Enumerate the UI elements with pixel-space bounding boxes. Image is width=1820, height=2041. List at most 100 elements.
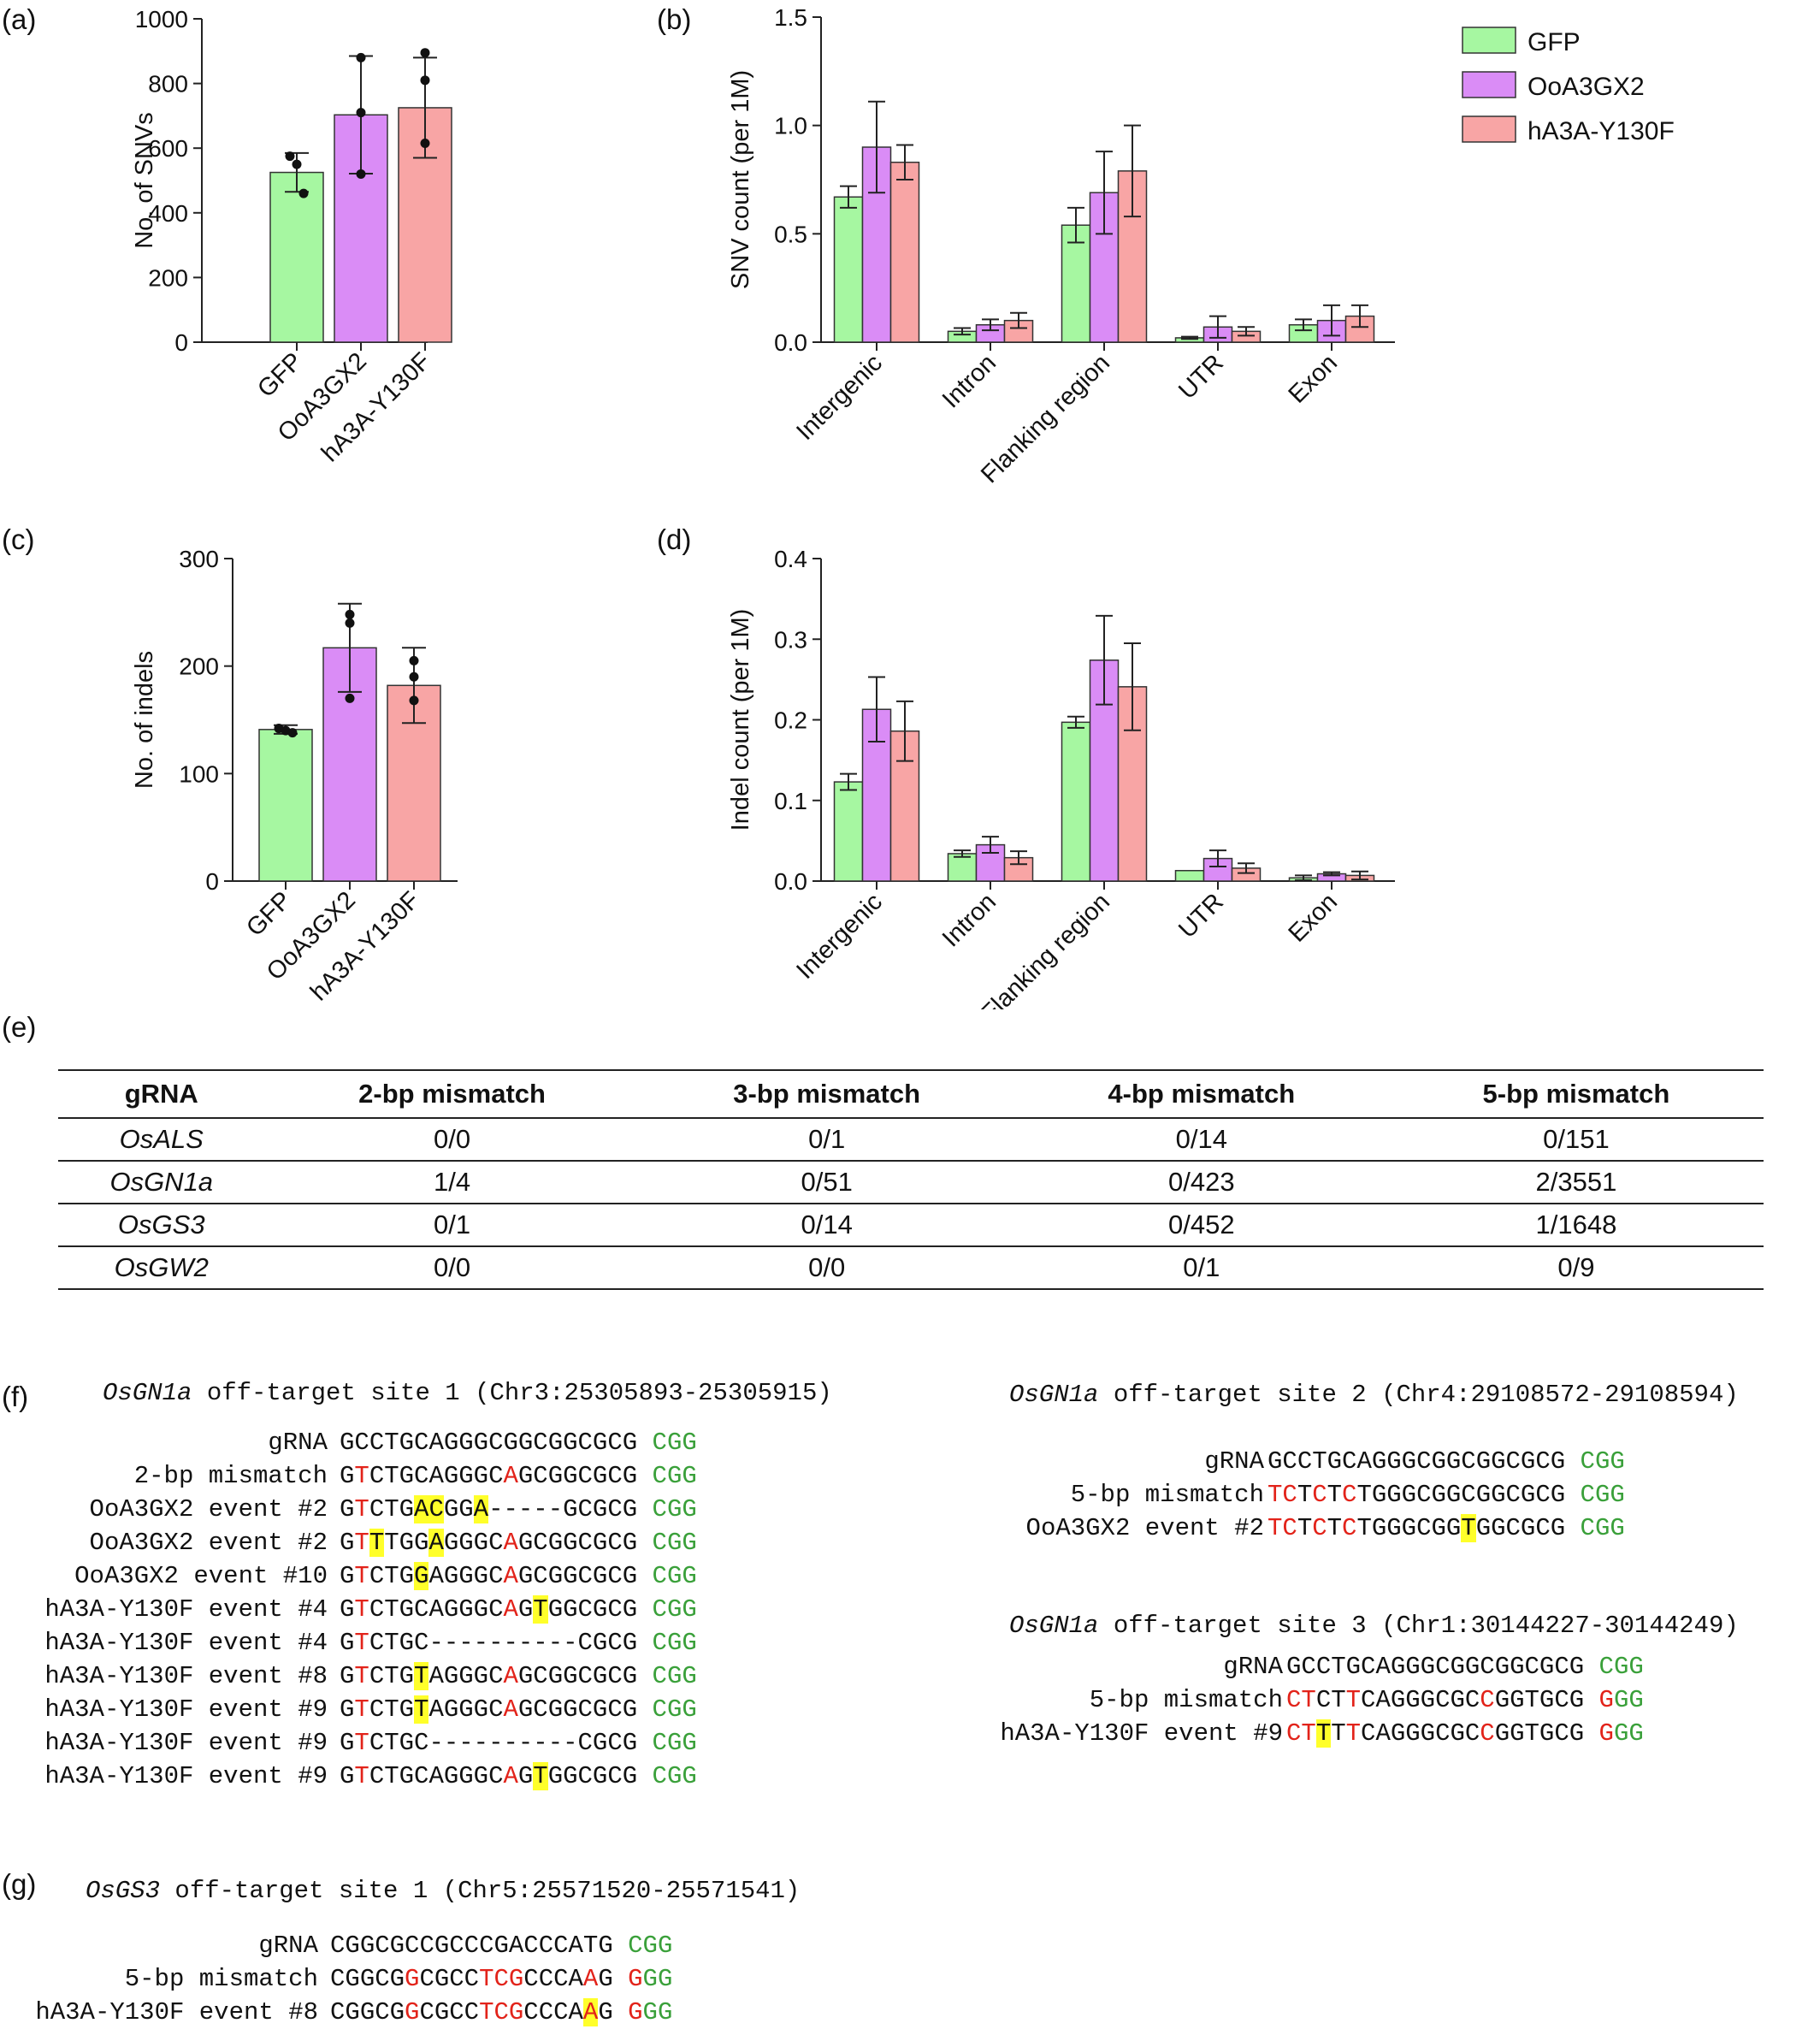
sequence: CGGCGGCGCCTCGCCCAAG GGG xyxy=(330,1965,673,1993)
pam-sequence: CGG xyxy=(1580,1514,1625,1542)
alignment-row-label: hA3A-Y130F event #9 xyxy=(44,1695,328,1724)
table-cell: OsGN1a xyxy=(58,1161,265,1204)
sequence: GTCTGCAGGGCAGCGGCGCG CGG xyxy=(340,1462,697,1490)
data-point xyxy=(420,75,430,86)
x-tick-label: Intergenic xyxy=(791,888,888,985)
gene-name: OsGN1a xyxy=(1009,1381,1099,1409)
sequence: CGGCGGCGCCTCGCCCAAG GGG xyxy=(330,1998,673,2026)
pam-sequence: CGG xyxy=(1580,1447,1625,1476)
pam-sequence: CGG xyxy=(652,1562,697,1590)
alignment-row: hA3A-Y130F event #9 GTCTGC----------CGCG … xyxy=(0,1726,697,1760)
panel-label-g: (g) xyxy=(2,1868,37,1900)
table-row: OsGN1a 1/4 0/51 0/423 2/3551 xyxy=(58,1161,1764,1204)
gene-name: OsGN1a xyxy=(1009,1612,1099,1640)
table-cell: 0/0 xyxy=(264,1246,640,1290)
legend-label: GFP xyxy=(1528,28,1581,56)
x-tick-label: UTR xyxy=(1173,349,1229,405)
table-row: OsGS3 0/1 0/14 0/452 1/1648 xyxy=(58,1204,1764,1247)
alignment-row: hA3A-Y130F event #9 CTTTTCAGGGCGCCGGTGCG … xyxy=(924,1717,1644,1750)
alignment-row: gRNA GCCTGCAGGGCGGCGGCGCG CGG xyxy=(924,1650,1643,1683)
y-tick-label: 1.0 xyxy=(774,113,807,139)
alignment-row-label: hA3A-Y130F event #9 xyxy=(44,1762,328,1790)
data-point xyxy=(409,671,419,682)
alignment-row-label: hA3A-Y130F event #9 xyxy=(1000,1719,1283,1748)
sequence: TCTCTCTGGGCGGTGGCGCG CGG xyxy=(1268,1514,1625,1542)
pam-sequence: CGG xyxy=(628,1932,673,1960)
alignment-row: 5-bp mismatch CGGCGGCGCCTCGCCCAAG GGG xyxy=(0,1962,673,1996)
chart-d: 0.0 0.1 0.2 0.3 0.4 Indel count (per 1M) Inter… xyxy=(727,546,1395,1009)
data-point xyxy=(356,169,366,179)
alignment-g-site1: gRNA CGGCGCCGCCCGACCCATG CGG 5-bp mismatch… xyxy=(0,1929,672,2029)
column-header: 2-bp mismatch xyxy=(264,1069,640,1119)
y-tick-label: 0 xyxy=(205,868,219,895)
x-tick-label: Exon xyxy=(1284,888,1343,947)
alignment-row: OoA3GX2 event #2 GTCTGACGGA-----GCGCG CGG xyxy=(0,1493,697,1526)
alignment-row-label: 2-bp mismatch xyxy=(133,1462,328,1490)
table-header-row: gRNA 2-bp mismatch 3-bp mismatch 4-bp mi… xyxy=(58,1069,1764,1119)
y-tick-label: 600 xyxy=(148,135,188,162)
alignment-row: hA3A-Y130F event #9 GTCTGTAGGGCAGCGGCGCG … xyxy=(0,1693,697,1726)
table-cell: 0/0 xyxy=(639,1246,1014,1290)
data-point xyxy=(356,108,366,118)
sequence: GTCTGACGGA-----GCGCG CGG xyxy=(340,1495,697,1523)
bar-GFP xyxy=(1061,721,1091,882)
alignment-row: 5-bp mismatch CTCTTCAGGGCGCCGGTGCG GGG xyxy=(924,1683,1644,1717)
pam-sequence: GGG xyxy=(628,1965,673,1993)
site-title-f2: OsGN1a off-target site 2 (Chr4:29108572-… xyxy=(1009,1381,1739,1409)
column-header: 4-bp mismatch xyxy=(1013,1069,1389,1119)
legend-swatch xyxy=(1462,27,1516,54)
panel-label-c: (c) xyxy=(2,524,35,555)
y-tick-label: 300 xyxy=(179,546,219,572)
y-tick-label: 0.0 xyxy=(774,868,807,895)
table-cell: 0/423 xyxy=(1013,1161,1389,1204)
sequence: TCTCTCTGGGCGGCGGCGCG CGG xyxy=(1268,1481,1625,1509)
sequence: GTCTGCAGGGCAGTGGCGCG CGG xyxy=(340,1762,697,1790)
table-row: OsGW2 0/0 0/0 0/1 0/9 xyxy=(58,1246,1764,1290)
sequence: GTCTGTAGGGCAGCGGCGCG CGG xyxy=(340,1662,697,1690)
y-tick-label: 0.1 xyxy=(774,788,807,814)
panel-label-f: (f) xyxy=(2,1381,29,1412)
alignment-row-label: gRNA xyxy=(268,1429,328,1457)
data-point xyxy=(345,609,355,619)
y-tick-label: 1000 xyxy=(135,6,188,33)
table-cell: 0/51 xyxy=(639,1161,1014,1204)
sequence: GTCTGCAGGGCAGTGGCGCG CGG xyxy=(340,1595,697,1624)
alignment-f-site2: gRNA GCCTGCAGGGCGGCGGCGCG CGG 5-bp mismatc… xyxy=(924,1445,1625,1545)
alignment-row: hA3A-Y130F event #9 GTCTGCAGGGCAGTGGCGCG … xyxy=(0,1760,697,1793)
table-cell: OsGW2 xyxy=(58,1246,265,1290)
data-point xyxy=(409,695,419,706)
table-cell: 1/4 xyxy=(264,1161,640,1204)
legend-label: hA3A-Y130F xyxy=(1528,117,1675,145)
chart-b: 0.0 0.5 1.0 1.5 SNV count (per 1M) Intergenic… xyxy=(727,4,1675,488)
alignment-row-label: OoA3GX2 event #2 xyxy=(1025,1514,1264,1542)
data-point xyxy=(285,151,295,162)
table-cell: 0/1 xyxy=(1013,1246,1389,1290)
y-tick-label: 800 xyxy=(148,71,188,98)
x-tick-label: GFP xyxy=(241,886,297,942)
sequence: GTCTGC----------CGCG CGG xyxy=(340,1629,697,1657)
pam-sequence: CGG xyxy=(652,1762,697,1790)
mismatch-table: gRNA 2-bp mismatch 3-bp mismatch 4-bp mi… xyxy=(58,1069,1764,1290)
column-header: 5-bp mismatch xyxy=(1388,1069,1764,1119)
bar-GFP xyxy=(1174,869,1205,882)
data-point xyxy=(356,52,366,62)
pam-sequence: CGG xyxy=(652,1729,697,1757)
table-cell: OsGS3 xyxy=(58,1204,265,1247)
alignment-row: gRNA CGGCGCCGCCCGACCCATG CGG xyxy=(0,1929,672,1962)
alignment-row-label: 5-bp mismatch xyxy=(1089,1686,1283,1714)
sequence: GCCTGCAGGGCGGCGGCGCG CGG xyxy=(340,1429,697,1457)
site-title-text: off-target site 1 (Chr5:25571520-2557154… xyxy=(160,1877,801,1905)
pam-sequence: GGG xyxy=(1598,1719,1644,1748)
gene-name: OsGN1a xyxy=(103,1379,192,1407)
data-point xyxy=(287,728,298,738)
table-cell: 0/151 xyxy=(1388,1118,1764,1162)
alignment-row-label: 5-bp mismatch xyxy=(124,1965,318,1993)
sequence: GTCTGC----------CGCG CGG xyxy=(340,1729,697,1757)
y-tick-label: 0.0 xyxy=(774,329,807,356)
column-header: gRNA xyxy=(58,1069,265,1119)
sequence: GCCTGCAGGGCGGCGGCGCG CGG xyxy=(1268,1447,1625,1476)
y-tick-label: 100 xyxy=(179,760,219,787)
alignment-row: hA3A-Y130F event #8 CGGCGGCGCCTCGCCCAAG G… xyxy=(0,1996,672,2029)
